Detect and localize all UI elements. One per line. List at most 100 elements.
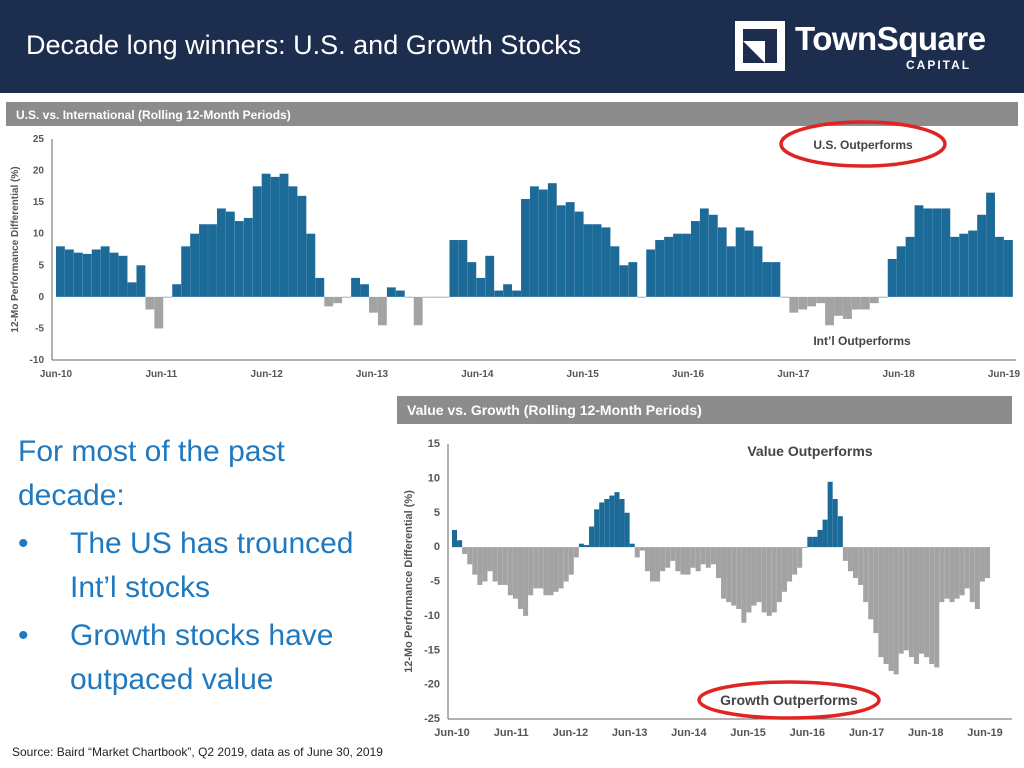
bar xyxy=(858,547,864,585)
bar xyxy=(530,186,539,297)
bar xyxy=(863,547,869,603)
bar xyxy=(533,547,539,589)
bar xyxy=(360,284,369,297)
x-tick-label: Jun-19 xyxy=(967,727,1002,739)
bar xyxy=(556,205,566,297)
bar xyxy=(695,547,701,572)
bar xyxy=(969,547,975,603)
bar xyxy=(979,547,985,582)
bar xyxy=(950,236,960,297)
bullet-icon: • xyxy=(18,619,29,652)
bar xyxy=(73,252,83,297)
y-tick-label: -15 xyxy=(424,644,440,656)
bar xyxy=(807,536,813,548)
bar xyxy=(741,547,747,623)
x-tick-label: Jun-19 xyxy=(988,369,1021,380)
key-point-text: The US has trounced Int’l stocks xyxy=(70,527,354,604)
bar xyxy=(565,202,575,297)
bar xyxy=(243,217,253,297)
bar xyxy=(717,227,727,297)
bar xyxy=(538,547,544,589)
bar xyxy=(261,173,271,297)
bar xyxy=(440,296,450,298)
bar xyxy=(731,547,737,606)
x-tick-label: Jun-11 xyxy=(145,369,177,380)
bar xyxy=(766,547,772,616)
bar xyxy=(494,290,504,297)
bar xyxy=(528,547,534,596)
x-tick-label: Jun-18 xyxy=(883,369,916,380)
bar xyxy=(887,258,897,297)
bar xyxy=(472,547,478,575)
bar xyxy=(746,547,752,613)
y-tick-label: 10 xyxy=(33,229,45,240)
bar xyxy=(908,547,914,658)
bar xyxy=(675,547,681,572)
bar xyxy=(968,230,978,297)
annotation-circled-label: Growth Outperforms xyxy=(720,692,858,708)
bar xyxy=(482,547,488,582)
bar xyxy=(297,195,307,297)
key-point-text: Growth stocks have outpaced value xyxy=(70,619,334,696)
bar xyxy=(172,284,182,297)
y-tick-label: 0 xyxy=(38,292,44,303)
bar xyxy=(868,547,874,620)
bar xyxy=(315,277,325,297)
bar xyxy=(574,211,584,297)
bar xyxy=(56,246,65,297)
bar xyxy=(964,547,970,589)
bar xyxy=(685,547,691,575)
bar xyxy=(664,236,673,297)
bar xyxy=(91,249,101,297)
bar xyxy=(941,208,951,297)
y-tick-label: 25 xyxy=(33,134,45,145)
bar xyxy=(896,246,906,297)
bar xyxy=(985,547,991,579)
key-point-item: • Growth stocks have outpaced value xyxy=(18,614,388,702)
bar xyxy=(512,547,518,599)
bar xyxy=(136,265,146,297)
y-tick-label: 20 xyxy=(33,166,45,177)
y-axis-label: 12-Mo Performance Differential (%) xyxy=(403,490,415,673)
bar xyxy=(624,512,630,548)
bar xyxy=(628,262,638,297)
bar xyxy=(476,277,486,297)
bar xyxy=(538,189,548,297)
logo-name: TownSquare xyxy=(795,20,986,57)
bar xyxy=(842,547,848,561)
bar xyxy=(787,547,793,582)
bar xyxy=(812,536,818,548)
bar xyxy=(634,547,640,558)
bar xyxy=(924,547,930,658)
bar xyxy=(919,547,925,654)
bar xyxy=(781,547,787,592)
bar xyxy=(639,547,645,551)
bar xyxy=(458,240,468,297)
bar xyxy=(599,502,605,548)
bar xyxy=(878,296,888,298)
bar xyxy=(665,547,671,568)
chart-title-bar xyxy=(397,396,1012,424)
bar xyxy=(655,240,665,297)
bar xyxy=(959,547,965,596)
bar xyxy=(903,547,909,651)
bar xyxy=(974,547,980,610)
bar xyxy=(467,547,473,565)
bar xyxy=(822,519,828,548)
bar xyxy=(816,296,826,304)
bar xyxy=(342,296,352,298)
townsquare-logo: TownSquare CAPITAL xyxy=(735,18,995,74)
bar xyxy=(883,547,889,665)
bar xyxy=(949,547,955,603)
bar xyxy=(548,547,554,596)
y-tick-label: -10 xyxy=(30,355,45,366)
bar xyxy=(543,547,549,596)
bar xyxy=(517,547,524,610)
bar xyxy=(306,233,316,297)
bar xyxy=(869,296,879,304)
bar xyxy=(851,296,861,310)
bar xyxy=(843,296,852,319)
bar xyxy=(604,499,610,548)
bar xyxy=(771,262,781,297)
